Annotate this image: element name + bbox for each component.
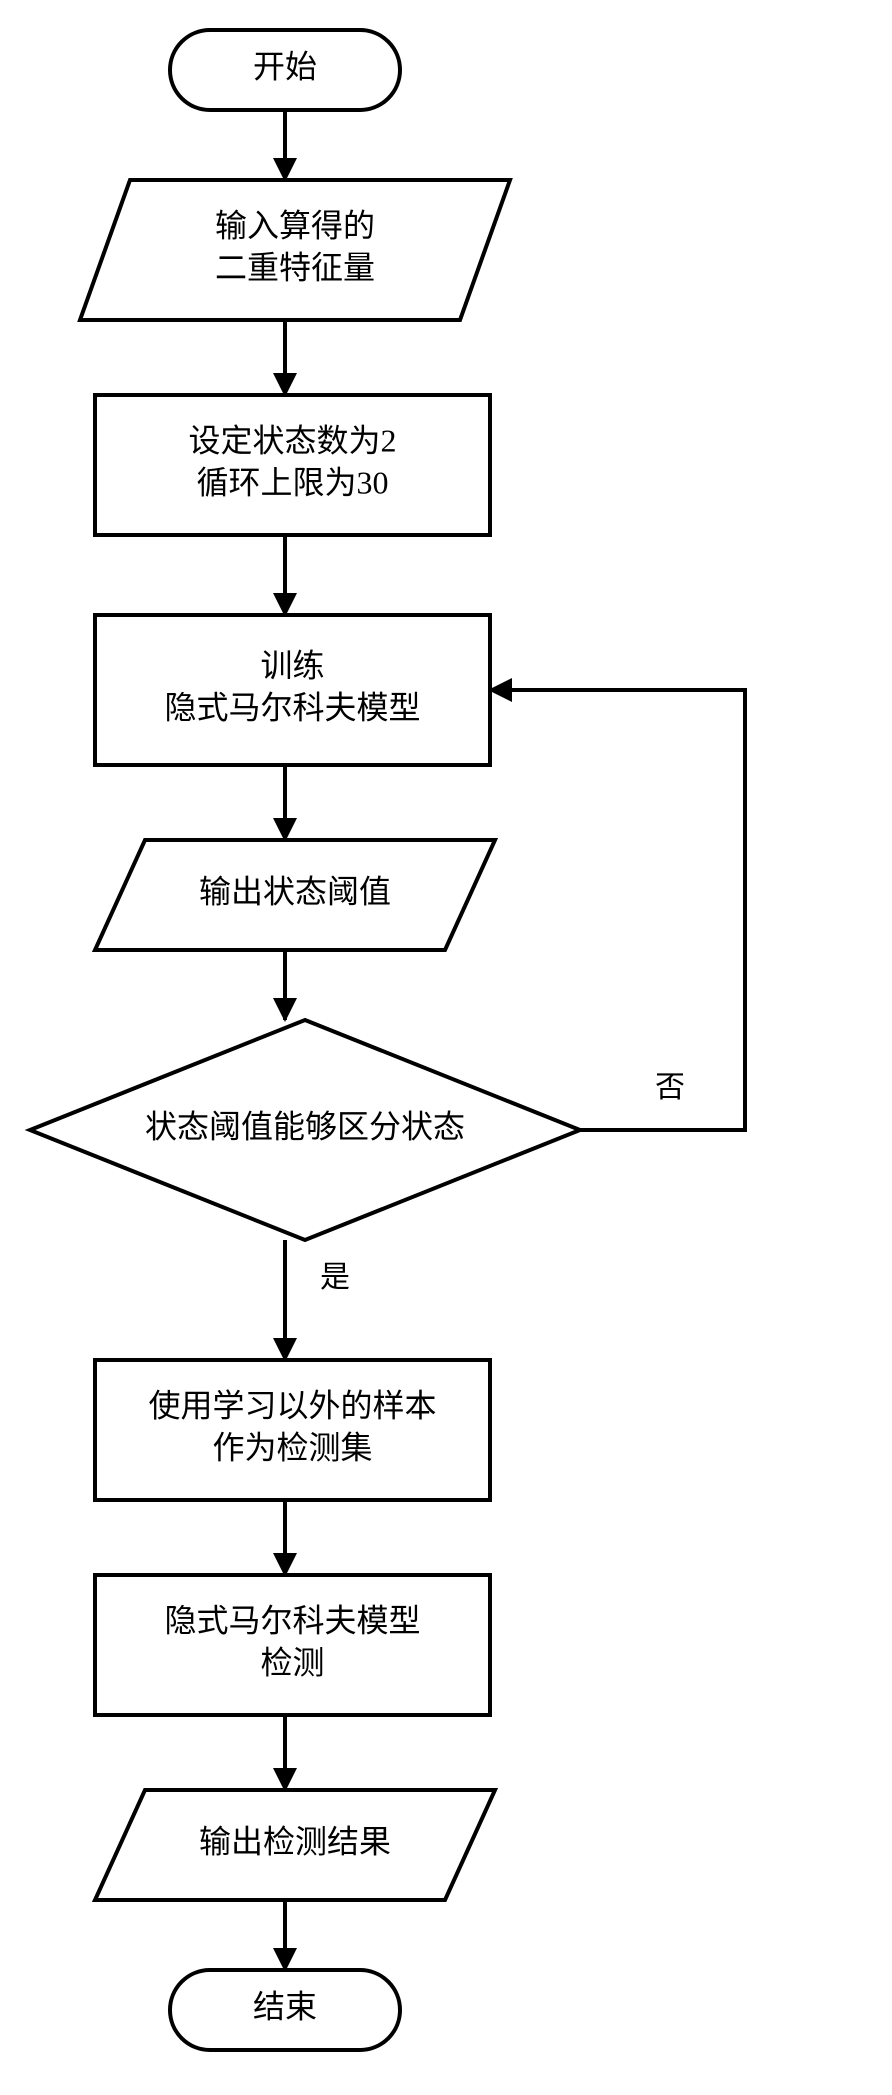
node-threshold: 输出状态阈值 — [95, 840, 495, 950]
node-output: 输出检测结果 — [95, 1790, 495, 1900]
node-train: 训练隐式马尔科夫模型 — [95, 615, 490, 765]
node-params: 设定状态数为2 循环上限为30 — [95, 395, 490, 535]
edge-label-decision-to-testset: 是 — [320, 1261, 350, 1294]
node-testset-label-1: 作为检测集 — [212, 1429, 372, 1465]
node-threshold-label-0: 输出状态阈值 — [199, 873, 391, 909]
node-end: 结束 — [170, 1970, 400, 2050]
node-detect: 隐式马尔科夫模型检测 — [95, 1575, 490, 1715]
node-params-label-0: 设定状态数为2 — [188, 422, 396, 458]
node-input: 输入算得的二重特征量 — [80, 180, 510, 320]
node-testset: 使用学习以外的样本作为检测集 — [95, 1360, 490, 1500]
node-testset-label-0: 使用学习以外的样本 — [148, 1387, 436, 1423]
node-input-label-0: 输入算得的 — [215, 207, 375, 243]
node-train-label-1: 隐式马尔科夫模型 — [164, 689, 420, 725]
node-input-label-1: 二重特征量 — [215, 249, 375, 285]
node-start: 开始 — [170, 30, 400, 110]
node-output-label-0: 输出检测结果 — [199, 1823, 391, 1859]
flowchart-canvas: 是 否 开始输入算得的二重特征量设定状态数为2 循环上限为30 训练隐式马尔科夫模型输出… — [0, 0, 892, 2095]
node-detect-label-0: 隐式马尔科夫模型 — [164, 1602, 420, 1638]
edge-decision-to-train — [490, 690, 745, 1130]
node-params-label-1: 循环上限为30 — [196, 464, 388, 500]
node-decision-label-0: 状态阈值能够区分状态 — [145, 1108, 465, 1144]
node-end-label-0: 结束 — [253, 1988, 317, 2024]
node-train-label-0: 训练 — [260, 647, 324, 683]
edge-label-decision-to-train: 否 — [655, 1071, 685, 1104]
node-decision: 状态阈值能够区分状态 — [30, 1020, 580, 1240]
node-detect-label-1: 检测 — [260, 1644, 324, 1680]
node-start-label-0: 开始 — [253, 48, 317, 84]
